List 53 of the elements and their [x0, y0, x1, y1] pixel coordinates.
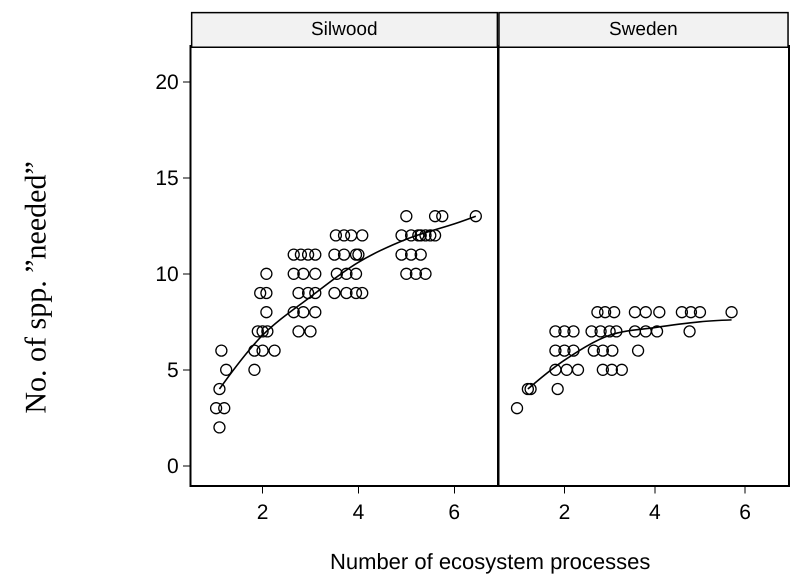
point — [694, 306, 706, 318]
point — [524, 382, 537, 396]
x-tick-label: 4 — [648, 500, 661, 524]
point — [522, 382, 534, 396]
point — [591, 306, 604, 318]
point — [558, 325, 571, 338]
point — [608, 306, 620, 318]
point — [653, 306, 666, 318]
x-tick-label: 2 — [558, 500, 570, 524]
point — [628, 306, 642, 318]
point — [567, 344, 580, 357]
y-tick-label: 0 — [167, 455, 179, 478]
point — [588, 344, 600, 357]
x-tick-label: 4 — [352, 500, 365, 524]
y-axis-title: No. of spp. ”needed” — [20, 161, 53, 414]
point — [558, 344, 571, 357]
point — [650, 325, 664, 338]
point — [603, 325, 616, 338]
point — [683, 325, 696, 338]
point — [549, 325, 562, 338]
point — [585, 325, 598, 338]
point — [510, 402, 524, 414]
point — [598, 306, 612, 318]
point — [616, 364, 628, 376]
chart-title: Sweden — [609, 19, 678, 40]
point — [606, 344, 618, 357]
point — [552, 382, 564, 396]
point — [640, 306, 652, 318]
point — [594, 325, 607, 338]
point — [549, 364, 562, 376]
point — [596, 344, 609, 357]
point — [632, 344, 644, 357]
x-axis-title: Number of ecosystem processes — [330, 549, 650, 574]
y-tick-label: 20 — [155, 71, 179, 94]
point — [567, 325, 580, 338]
point — [560, 364, 573, 376]
x-tick-label: 2 — [256, 500, 268, 524]
point — [684, 306, 698, 318]
point — [606, 364, 618, 376]
y-tick-label: 10 — [155, 263, 179, 286]
x-tick-label: 6 — [739, 500, 751, 524]
point — [572, 364, 584, 376]
point — [596, 364, 609, 376]
point — [725, 306, 738, 318]
point — [676, 306, 688, 318]
point — [628, 325, 642, 338]
point — [549, 344, 562, 357]
y-tick-label: 5 — [167, 359, 179, 382]
chart-title: Silwood — [311, 19, 378, 40]
point — [640, 325, 652, 338]
y-tick-label: 15 — [155, 167, 179, 190]
x-tick-label: 6 — [448, 500, 460, 524]
point — [610, 325, 623, 338]
